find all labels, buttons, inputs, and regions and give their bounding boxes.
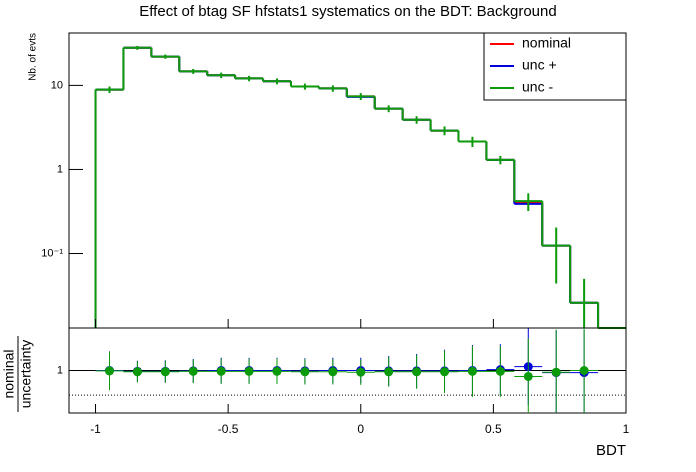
- ratio-y-label-top: nominal: [1, 349, 17, 398]
- x-tick-label: -1: [90, 422, 101, 436]
- x-axis-label: BDT: [596, 442, 626, 459]
- y-tick-label: 1: [57, 163, 63, 175]
- ratio-point: [412, 367, 422, 377]
- y-axis-label: Nb. of evts: [28, 33, 39, 81]
- legend-label: unc -: [522, 79, 553, 95]
- ratio-point: [384, 367, 394, 377]
- x-tick-label: 1: [623, 422, 630, 436]
- chart-title: Effect of btag SF hfstats1 systematics o…: [139, 3, 556, 20]
- ratio-point: [300, 367, 310, 377]
- ratio-point: [244, 366, 254, 376]
- y-tick-label: 10⁻¹: [41, 247, 63, 259]
- ratio-point: [551, 367, 561, 377]
- y-tick-label: 1: [57, 364, 63, 376]
- y-tick-label: 10: [51, 79, 63, 91]
- ratio-point: [132, 367, 142, 377]
- ratio-point: [216, 366, 226, 376]
- ratio-point: [495, 366, 505, 376]
- x-tick-label: 0.5: [485, 422, 502, 436]
- ratio-point: [523, 371, 533, 381]
- legend-label: unc +: [522, 57, 557, 73]
- ratio-point: [440, 367, 450, 377]
- ratio-point: [104, 366, 114, 376]
- ratio-point: [160, 367, 170, 377]
- ratio-point: [356, 367, 366, 377]
- x-tick-label: 0: [357, 422, 364, 436]
- ratio-point: [328, 367, 338, 377]
- ratio-point: [579, 366, 589, 375]
- ratio-y-label-bottom: uncertainty: [18, 340, 34, 408]
- ratio-point: [467, 366, 477, 376]
- legend-label: nominal: [522, 35, 571, 51]
- ratio-point: [272, 366, 282, 376]
- ratio-point: [188, 366, 198, 376]
- x-tick-label: -0.5: [218, 422, 239, 436]
